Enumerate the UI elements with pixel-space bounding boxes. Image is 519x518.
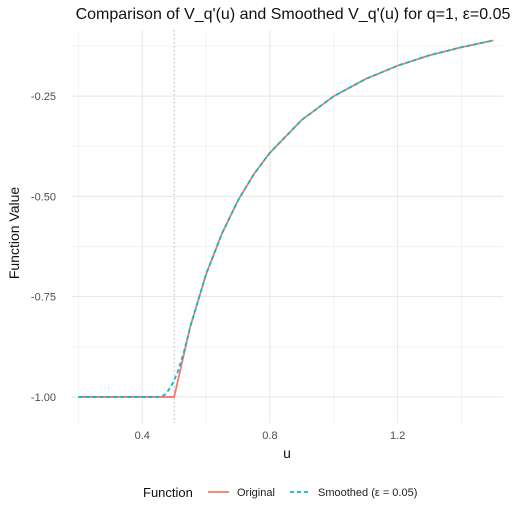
chart-title: Comparison of V_q'(u) and Smoothed V_q'(… xyxy=(76,6,511,23)
legend-label-smoothed: Smoothed (ε = 0.05) xyxy=(318,487,417,499)
legend: Function Original Smoothed (ε = 0.05) xyxy=(143,485,417,500)
grid-minor xyxy=(72,30,503,423)
legend-title: Function xyxy=(143,485,193,500)
y-axis-title: Function Value xyxy=(6,187,22,280)
x-tick-label: 0.8 xyxy=(262,430,277,442)
x-axis-title: u xyxy=(283,445,291,461)
series-layer xyxy=(78,39,494,398)
series-line-smoothed xyxy=(78,39,494,398)
x-tick-labels: 0.4 0.8 1.2 xyxy=(135,430,406,442)
series-line-original xyxy=(78,39,494,398)
grid-major xyxy=(72,30,503,423)
x-tick-label: 1.2 xyxy=(390,430,405,442)
y-tick-label: -0.75 xyxy=(31,292,56,304)
y-tick-labels: -1.00 -0.75 -0.50 -0.25 xyxy=(31,91,56,404)
x-tick-label: 0.4 xyxy=(135,430,150,442)
y-tick-label: -0.25 xyxy=(31,91,56,103)
legend-label-original: Original xyxy=(237,487,275,499)
y-tick-label: -1.00 xyxy=(31,392,56,404)
y-tick-label: -0.50 xyxy=(31,191,56,203)
